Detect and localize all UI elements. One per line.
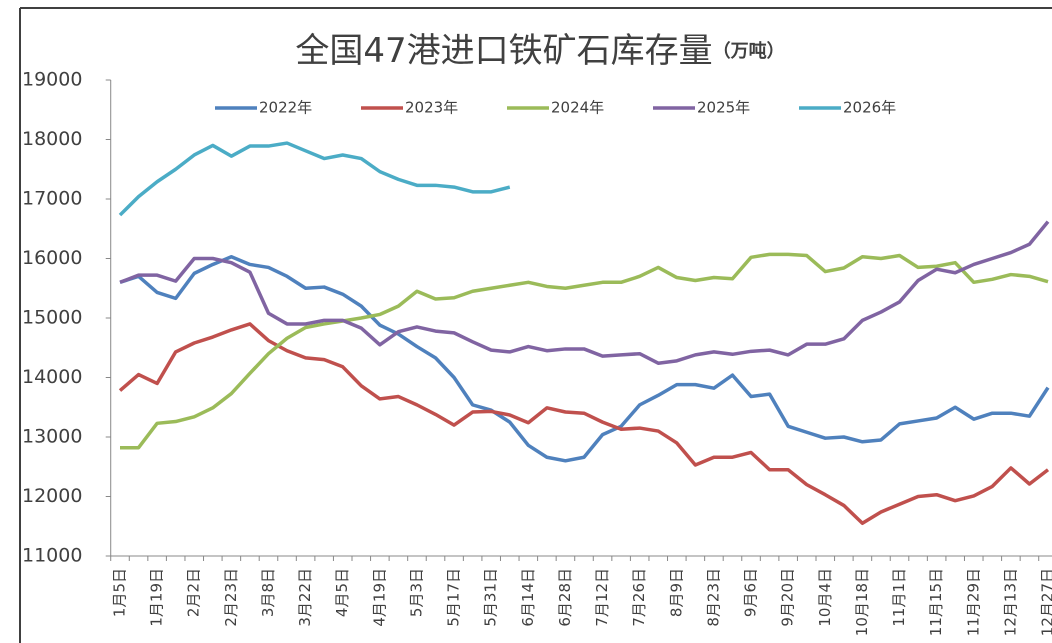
x-tick-label: 5月31日 (482, 568, 500, 627)
y-tick-label: 16000 (22, 247, 82, 269)
x-tick-label: 4月19日 (370, 568, 388, 627)
legend-label: 2026年 (843, 99, 896, 117)
x-tick-label: 10月18日 (853, 568, 871, 636)
x-tick-label: 10月4日 (816, 568, 834, 627)
chart-title: 全国47港进口铁矿石库存量（万吨） (295, 31, 784, 71)
x-tick-label: 2月23日 (222, 568, 240, 627)
x-tick-label: 7月26日 (630, 568, 648, 627)
y-tick-label: 14000 (22, 366, 82, 388)
x-tick-label: 6月14日 (519, 568, 537, 627)
x-tick-label: 5月3日 (407, 568, 425, 617)
title-main: 全国47港进口铁矿石库存量 (295, 31, 712, 71)
y-tick-label: 12000 (22, 485, 82, 507)
legend-label: 2025年 (697, 99, 750, 117)
x-tick-label: 12月27日 (1039, 568, 1052, 636)
x-tick-label: 12月13日 (1001, 568, 1019, 636)
x-tick-label: 4月5日 (333, 568, 351, 617)
y-tick-label: 19000 (22, 69, 82, 91)
series-line (119, 220, 1050, 365)
x-tick-label: 3月22日 (296, 568, 314, 627)
x-tick-label: 6月28日 (556, 568, 574, 627)
x-tick-label: 1月5日 (111, 568, 129, 617)
y-tick-label: 18000 (22, 128, 82, 150)
title-unit: （万吨） (713, 40, 785, 62)
x-tick-label: 9月6日 (742, 568, 760, 617)
x-tick-label: 11月1日 (890, 568, 908, 627)
legend-label: 2022年 (259, 99, 312, 117)
legend-label: 2023年 (405, 99, 458, 117)
x-tick-label: 5月17日 (445, 568, 463, 627)
series-line (118, 141, 511, 217)
x-tick-label: 3月8日 (259, 568, 277, 617)
x-tick-label: 9月20日 (779, 568, 797, 627)
x-tick-label: 8月9日 (667, 568, 685, 617)
series-line (119, 254, 1050, 463)
series-line (120, 252, 1049, 450)
y-tick-label: 13000 (22, 426, 82, 448)
x-tick-label: 11月29日 (964, 568, 982, 636)
x-tick-label: 7月12日 (593, 568, 611, 627)
x-tick-label: 11月15日 (927, 568, 945, 636)
x-tick-label: 1月19日 (148, 568, 166, 627)
legend-label: 2024年 (551, 99, 604, 117)
y-tick-label: 15000 (22, 307, 82, 329)
y-tick-label: 17000 (22, 188, 82, 210)
y-tick-label: 11000 (22, 545, 82, 567)
series-line (118, 322, 1050, 526)
x-tick-label: 8月23日 (704, 568, 722, 627)
x-tick-label: 2月2日 (185, 568, 203, 617)
